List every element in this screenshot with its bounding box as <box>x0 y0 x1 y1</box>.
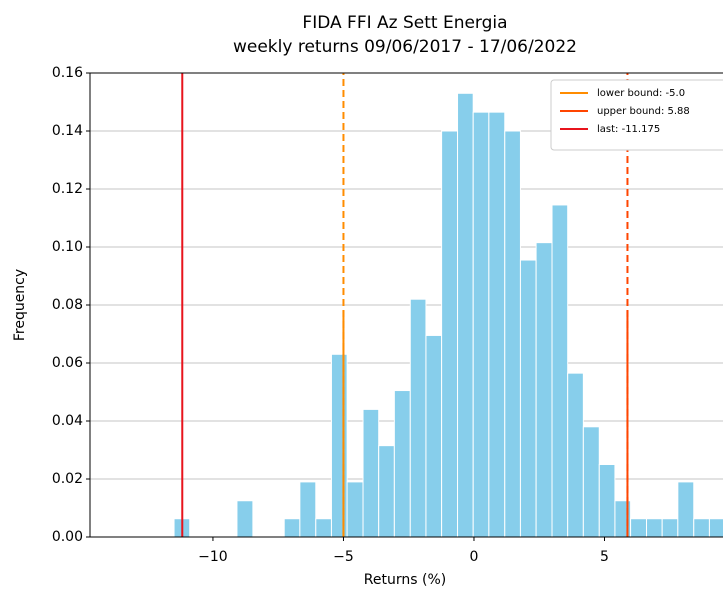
bar <box>630 518 648 538</box>
y-tick-label: 0.02 <box>52 471 83 487</box>
bar <box>472 111 490 538</box>
bar <box>598 464 616 538</box>
bar <box>283 518 301 538</box>
bar <box>457 92 474 538</box>
bar <box>708 518 723 538</box>
bar <box>488 111 506 538</box>
bar <box>393 390 411 538</box>
bar <box>299 481 317 538</box>
y-tick-label: 0.06 <box>52 355 83 371</box>
legend: lower bound: -5.0 upper bound: 5.88 last: … <box>550 79 723 151</box>
chart-subtitle: weekly returns 09/06/2017 - 17/06/2022 <box>233 37 577 57</box>
legend-label: last: -11.175 <box>597 124 660 135</box>
x-tick-label: 0 <box>470 549 479 565</box>
bar <box>378 445 395 538</box>
y-tick-label: 0.00 <box>52 529 83 545</box>
bar <box>504 130 521 538</box>
bar <box>677 481 695 538</box>
legend-box <box>550 79 723 151</box>
legend-label: lower bound: -5.0 <box>597 88 685 99</box>
y-axis-label: Frequency <box>12 269 28 341</box>
chart-title: FIDA FFI Az Sett Energia <box>302 13 507 33</box>
y-tick-label: 0.04 <box>52 413 83 429</box>
bar <box>441 130 459 538</box>
bar <box>567 372 584 538</box>
bar <box>409 298 427 538</box>
bar <box>551 204 569 538</box>
y-tick-label: 0.14 <box>52 123 83 139</box>
y-tick-label: 0.10 <box>52 239 83 255</box>
bar <box>646 518 663 538</box>
x-axis-label: Returns (%) <box>364 572 446 588</box>
bar <box>236 500 254 538</box>
x-tick-label: 5 <box>600 549 609 565</box>
bar <box>693 518 710 538</box>
x-tick-label: −10 <box>198 549 228 565</box>
bar <box>362 408 380 538</box>
bar <box>330 353 348 538</box>
bar <box>535 242 553 538</box>
y-tick-label: 0.16 <box>52 65 83 81</box>
bar <box>346 481 364 538</box>
bar <box>661 518 679 538</box>
bar <box>315 518 332 538</box>
y-tick-label: 0.08 <box>52 297 83 313</box>
legend-label: upper bound: 5.88 <box>597 106 690 117</box>
bar <box>519 259 537 538</box>
bar <box>582 426 600 538</box>
y-tick-label: 0.12 <box>52 181 83 197</box>
bar <box>425 334 443 538</box>
x-tick-label: −5 <box>333 549 354 565</box>
